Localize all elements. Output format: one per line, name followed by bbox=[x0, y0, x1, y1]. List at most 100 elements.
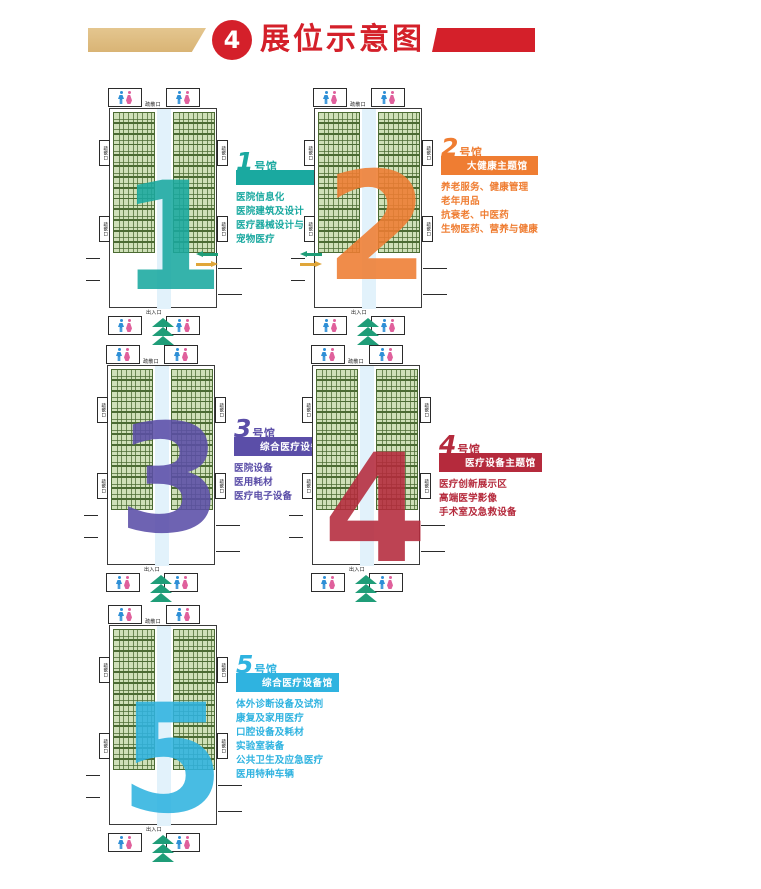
booth-block[interactable] bbox=[316, 412, 358, 424]
booth-block[interactable] bbox=[173, 683, 215, 694]
restroom-bottom-left[interactable] bbox=[106, 573, 140, 592]
booth-block[interactable] bbox=[376, 487, 418, 499]
booth-block[interactable] bbox=[173, 715, 215, 727]
booth-block[interactable] bbox=[376, 369, 418, 380]
booth-block[interactable] bbox=[378, 230, 420, 242]
booth-block[interactable] bbox=[318, 241, 360, 253]
booth-block[interactable] bbox=[376, 444, 418, 456]
side-exit-box[interactable]: 疏散口 bbox=[302, 397, 313, 423]
booth-block[interactable] bbox=[378, 133, 420, 145]
booth-block[interactable] bbox=[113, 241, 155, 253]
booth-block[interactable] bbox=[111, 444, 153, 456]
booth-block[interactable] bbox=[378, 198, 420, 210]
restroom-top-right[interactable] bbox=[166, 605, 200, 624]
booth-block[interactable] bbox=[111, 433, 153, 445]
booth-block[interactable] bbox=[318, 230, 360, 242]
side-exit-box[interactable]: 疏散口 bbox=[217, 657, 228, 683]
side-exit-box[interactable]: 疏散口 bbox=[215, 397, 226, 423]
booth-block[interactable] bbox=[173, 737, 215, 748]
booth-block[interactable] bbox=[113, 629, 155, 640]
booth-block[interactable] bbox=[318, 133, 360, 145]
booth-block[interactable] bbox=[316, 390, 358, 402]
booth-block[interactable] bbox=[113, 639, 155, 651]
booth-block[interactable] bbox=[111, 487, 153, 499]
floor-plan[interactable] bbox=[312, 365, 420, 566]
booth-block[interactable] bbox=[171, 379, 213, 391]
booth-block[interactable] bbox=[378, 155, 420, 167]
booth-block[interactable] bbox=[173, 693, 215, 705]
side-exit-box[interactable]: 疏散口 bbox=[99, 140, 110, 166]
booth-block[interactable] bbox=[173, 661, 215, 673]
booth-block[interactable] bbox=[171, 498, 213, 510]
booth-block[interactable] bbox=[376, 390, 418, 402]
booth-block[interactable] bbox=[318, 155, 360, 167]
booth-block[interactable] bbox=[376, 423, 418, 434]
booth-block[interactable] bbox=[111, 455, 153, 467]
booth-block[interactable] bbox=[173, 209, 215, 221]
booth-block[interactable] bbox=[376, 466, 418, 478]
booth-block[interactable] bbox=[113, 187, 155, 199]
booth-block[interactable] bbox=[318, 220, 360, 231]
booth-block[interactable] bbox=[173, 704, 215, 716]
side-exit-box[interactable]: 疏散口 bbox=[304, 140, 315, 166]
booth-block[interactable] bbox=[173, 220, 215, 231]
side-exit-box[interactable]: 疏散口 bbox=[217, 140, 228, 166]
booth-block[interactable] bbox=[173, 747, 215, 759]
booth-block[interactable] bbox=[111, 379, 153, 391]
booth-block[interactable] bbox=[378, 241, 420, 253]
booth-block[interactable] bbox=[113, 737, 155, 748]
booth-block[interactable] bbox=[318, 198, 360, 210]
booth-block[interactable] bbox=[173, 133, 215, 145]
restroom-top-left[interactable] bbox=[311, 345, 345, 364]
booth-block[interactable] bbox=[376, 412, 418, 424]
booth-block[interactable] bbox=[113, 220, 155, 231]
booth-block[interactable] bbox=[111, 423, 153, 434]
booth-block[interactable] bbox=[171, 412, 213, 424]
booth-block[interactable] bbox=[173, 144, 215, 156]
booth-block[interactable] bbox=[378, 209, 420, 221]
booth-block[interactable] bbox=[376, 455, 418, 467]
restroom-bottom-left[interactable] bbox=[313, 316, 347, 335]
booth-block[interactable] bbox=[171, 390, 213, 402]
booth-block[interactable] bbox=[316, 433, 358, 445]
booth-block[interactable] bbox=[318, 122, 360, 134]
booth-block[interactable] bbox=[113, 155, 155, 167]
booth-block[interactable] bbox=[173, 629, 215, 640]
booth-block[interactable] bbox=[113, 112, 155, 123]
booth-block[interactable] bbox=[113, 693, 155, 705]
restroom-bottom-right[interactable] bbox=[371, 316, 405, 335]
booth-block[interactable] bbox=[173, 166, 215, 177]
booth-block[interactable] bbox=[113, 176, 155, 188]
booth-block[interactable] bbox=[171, 444, 213, 456]
booth-block[interactable] bbox=[171, 401, 213, 413]
booth-block[interactable] bbox=[318, 112, 360, 123]
restroom-bottom-left[interactable] bbox=[108, 316, 142, 335]
booth-block[interactable] bbox=[171, 423, 213, 434]
booth-block[interactable] bbox=[113, 715, 155, 727]
side-exit-box[interactable]: 疏散口 bbox=[422, 216, 433, 242]
booth-block[interactable] bbox=[318, 209, 360, 221]
side-exit-box[interactable]: 疏散口 bbox=[422, 140, 433, 166]
booth-block[interactable] bbox=[316, 498, 358, 510]
restroom-bottom-left[interactable] bbox=[311, 573, 345, 592]
restroom-top-right[interactable] bbox=[166, 88, 200, 107]
booth-block[interactable] bbox=[376, 379, 418, 391]
booth-block[interactable] bbox=[316, 379, 358, 391]
booth-block[interactable] bbox=[318, 176, 360, 188]
booth-block[interactable] bbox=[113, 704, 155, 716]
floor-plan[interactable] bbox=[109, 108, 217, 309]
booth-block[interactable] bbox=[173, 176, 215, 188]
booth-block[interactable] bbox=[173, 672, 215, 684]
booth-block[interactable] bbox=[318, 144, 360, 156]
side-exit-box[interactable]: 疏散口 bbox=[420, 473, 431, 499]
booth-block[interactable] bbox=[111, 390, 153, 402]
floor-plan[interactable] bbox=[109, 625, 217, 826]
booth-block[interactable] bbox=[378, 122, 420, 134]
booth-block[interactable] bbox=[378, 166, 420, 177]
booth-block[interactable] bbox=[316, 477, 358, 488]
booth-block[interactable] bbox=[171, 455, 213, 467]
booth-block[interactable] bbox=[171, 369, 213, 380]
booth-block[interactable] bbox=[113, 198, 155, 210]
booth-block[interactable] bbox=[378, 220, 420, 231]
booth-block[interactable] bbox=[173, 650, 215, 662]
